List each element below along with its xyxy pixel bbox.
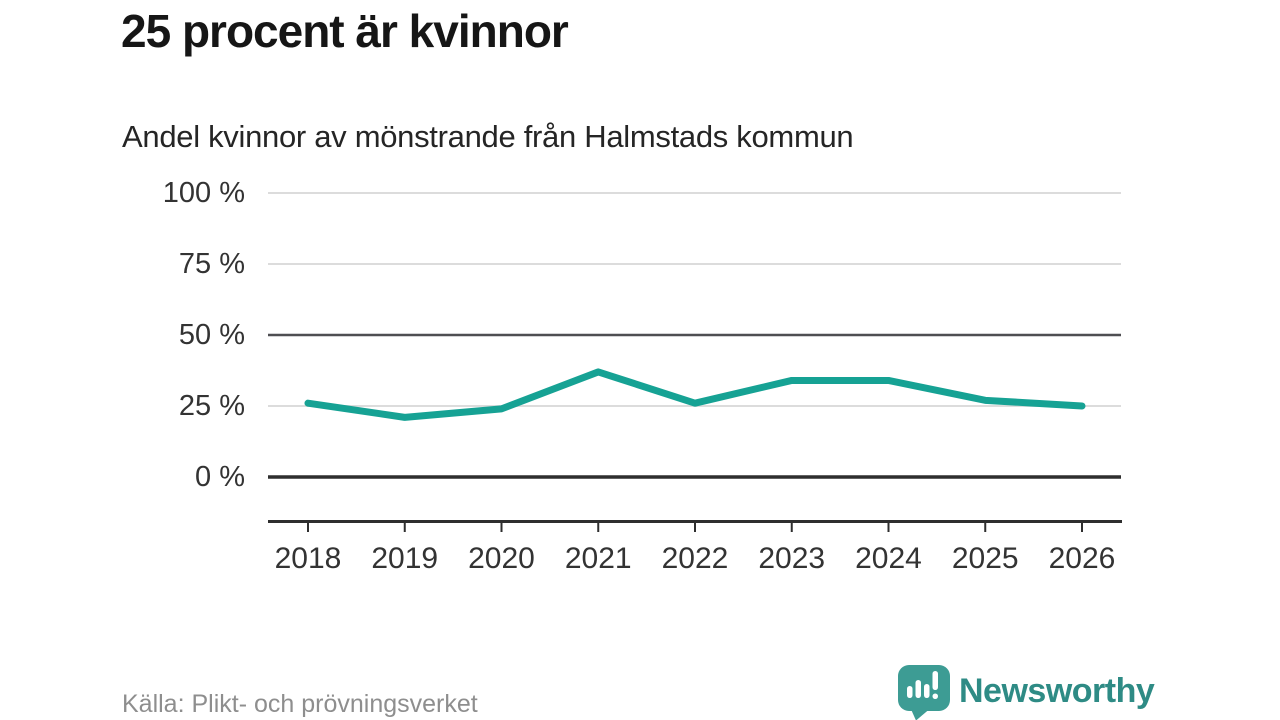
data-line	[304, 368, 1086, 421]
brand-logo: Newsworthy	[896, 663, 1156, 720]
chart-title: 25 procent är kvinnor	[121, 5, 569, 57]
source-note: Källa: Plikt- och prövningsverket	[122, 690, 478, 718]
brand-name: Newsworthy	[959, 672, 1155, 710]
newsworthy-speech-bubble-bar-chart-icon	[898, 665, 950, 720]
chart-subtitle: Andel kvinnor av mönstrande från Halmsta…	[122, 119, 854, 154]
